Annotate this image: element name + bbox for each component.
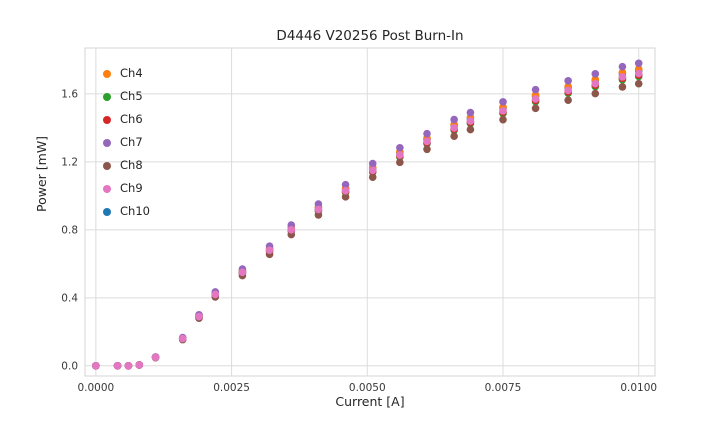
legend-marker-icon bbox=[103, 184, 111, 193]
legend-item-Ch9: Ch9 bbox=[103, 177, 150, 200]
data-point bbox=[423, 145, 431, 154]
data-point bbox=[396, 158, 404, 167]
legend-label: Ch9 bbox=[120, 180, 143, 195]
legend-marker-icon bbox=[103, 138, 111, 147]
data-point bbox=[423, 129, 431, 138]
data-point bbox=[634, 59, 643, 68]
data-point bbox=[450, 115, 458, 124]
data-point bbox=[368, 166, 377, 175]
legend-marker-icon bbox=[103, 92, 111, 101]
data-point bbox=[531, 95, 540, 103]
y-tick-label: 1.6 bbox=[61, 88, 78, 100]
y-tick-label: 0.0 bbox=[61, 360, 78, 372]
legend-marker-icon bbox=[103, 161, 111, 170]
data-point bbox=[314, 205, 323, 214]
data-point bbox=[195, 312, 203, 321]
data-point bbox=[618, 73, 627, 81]
legend-item-Ch6: Ch6 bbox=[103, 108, 150, 131]
chart-title: D4446 V20256 Post Burn-In bbox=[276, 28, 464, 44]
data-point bbox=[634, 69, 643, 78]
x-tick-label: 0.0050 bbox=[349, 382, 386, 394]
legend-label: Ch8 bbox=[120, 157, 143, 172]
data-point bbox=[341, 180, 350, 189]
data-point bbox=[265, 246, 274, 255]
y-tick-label: 1.2 bbox=[61, 156, 78, 168]
data-point bbox=[238, 268, 247, 277]
y-tick-labels: 0.0 0.4 0.8 1.2 1.6 bbox=[61, 88, 78, 372]
data-point bbox=[314, 200, 323, 208]
data-point bbox=[151, 353, 160, 362]
data-point bbox=[368, 173, 377, 181]
data-point bbox=[564, 77, 572, 85]
legend: Ch4 Ch5 Ch6 Ch7 Ch8 Ch9 Ch10 bbox=[103, 62, 150, 223]
data-point bbox=[368, 159, 377, 168]
data-point bbox=[135, 361, 144, 369]
data-point bbox=[531, 104, 540, 113]
legend-item-Ch8: Ch8 bbox=[103, 154, 150, 177]
x-tick-labels: 0.0000 0.0025 0.0050 0.0075 0.0100 bbox=[77, 382, 657, 394]
data-point bbox=[499, 115, 507, 124]
data-point bbox=[450, 132, 458, 141]
data-point bbox=[314, 211, 323, 219]
data-point bbox=[287, 226, 296, 234]
data-point bbox=[591, 79, 600, 88]
data-point bbox=[466, 117, 475, 125]
data-point bbox=[618, 83, 627, 91]
data-point bbox=[113, 362, 122, 370]
data-point bbox=[591, 89, 600, 98]
data-point bbox=[634, 79, 643, 88]
plot-box bbox=[84, 47, 656, 377]
y-tick-label: 0.8 bbox=[61, 224, 78, 236]
data-point bbox=[564, 96, 572, 104]
data-point bbox=[466, 125, 475, 134]
legend-marker-icon bbox=[103, 115, 111, 124]
legend-label: Ch4 bbox=[120, 65, 143, 80]
legend-label: Ch10 bbox=[120, 203, 150, 218]
legend-item-Ch10: Ch10 bbox=[103, 200, 150, 223]
x-axis-label: Current [A] bbox=[335, 394, 405, 409]
x-tick-label: 0.0075 bbox=[485, 382, 522, 394]
gridlines bbox=[85, 48, 655, 376]
data-point bbox=[341, 193, 350, 201]
data-point bbox=[591, 70, 600, 78]
x-tick-label: 0.0000 bbox=[77, 382, 114, 394]
legend-marker-icon bbox=[103, 69, 111, 78]
legend-item-Ch7: Ch7 bbox=[103, 131, 150, 154]
data-point bbox=[92, 362, 100, 370]
legend-item-Ch4: Ch4 bbox=[103, 62, 150, 85]
data-point bbox=[423, 137, 431, 146]
data-point bbox=[618, 62, 627, 71]
data-point bbox=[466, 108, 475, 117]
data-point bbox=[499, 98, 507, 106]
legend-label: Ch6 bbox=[120, 111, 143, 126]
legend-label: Ch5 bbox=[120, 88, 143, 103]
x-tick-label: 0.0025 bbox=[213, 382, 250, 394]
x-tick-label: 0.0100 bbox=[620, 382, 657, 394]
series-Ch9 bbox=[92, 69, 643, 370]
data-point bbox=[178, 334, 187, 343]
legend-item-Ch5: Ch5 bbox=[103, 85, 150, 108]
data-point bbox=[124, 362, 133, 370]
data-point bbox=[499, 107, 507, 115]
legend-label: Ch7 bbox=[120, 134, 143, 149]
data-point bbox=[211, 290, 220, 299]
legend-marker-icon bbox=[103, 207, 111, 216]
data-point bbox=[564, 86, 572, 95]
data-point bbox=[450, 124, 458, 132]
data-point bbox=[341, 186, 350, 195]
y-tick-label: 0.4 bbox=[61, 292, 78, 304]
data-point bbox=[396, 143, 404, 152]
data-point bbox=[396, 151, 404, 159]
data-point bbox=[531, 85, 540, 94]
